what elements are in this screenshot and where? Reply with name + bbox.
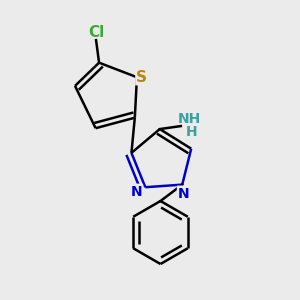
Text: N: N <box>130 185 142 199</box>
Text: H: H <box>185 125 197 139</box>
Text: N: N <box>178 187 190 201</box>
Text: Cl: Cl <box>88 25 104 40</box>
Text: NH: NH <box>178 112 201 127</box>
Text: S: S <box>136 70 147 85</box>
